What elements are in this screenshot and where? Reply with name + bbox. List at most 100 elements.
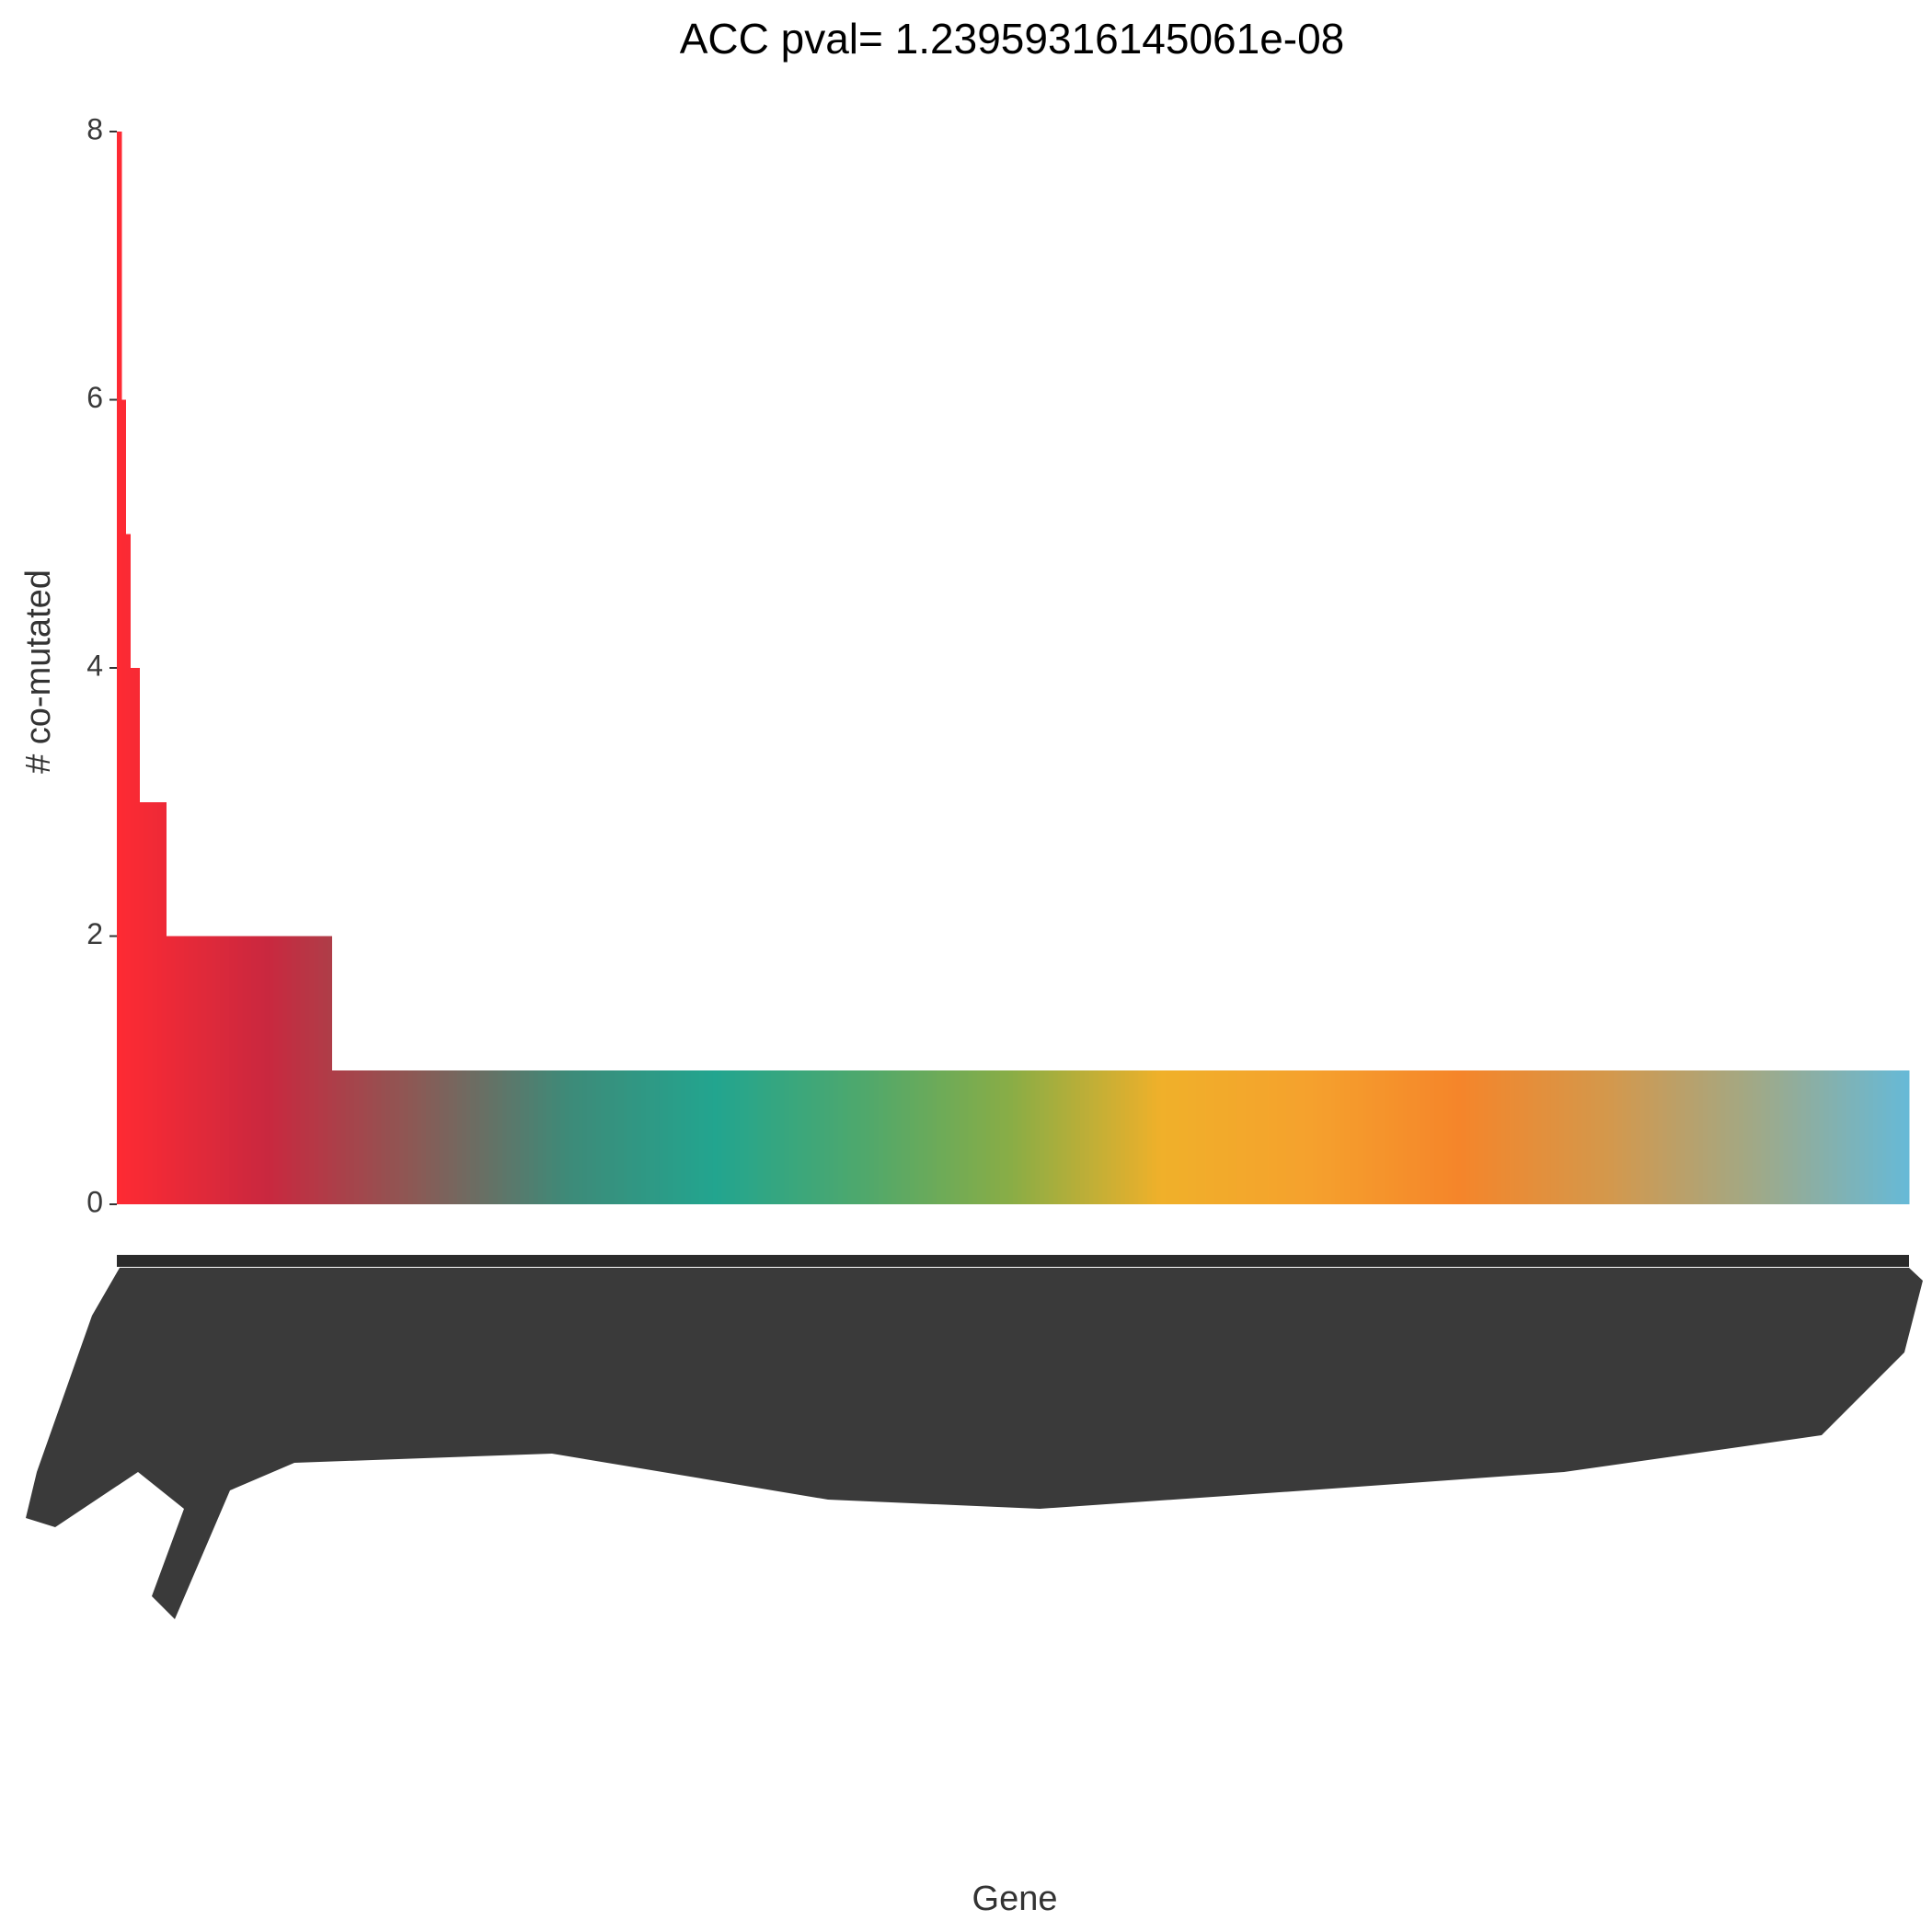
bar bbox=[179, 936, 185, 1204]
bar bbox=[690, 1070, 696, 1204]
bar bbox=[703, 1070, 709, 1204]
bar bbox=[1438, 1070, 1443, 1204]
bar bbox=[999, 1070, 1005, 1204]
bar bbox=[1837, 1070, 1843, 1204]
bar bbox=[1052, 1070, 1059, 1204]
bar bbox=[1774, 1070, 1780, 1204]
bar bbox=[779, 1070, 786, 1204]
bar bbox=[1013, 1070, 1018, 1204]
bar bbox=[1564, 1070, 1570, 1204]
bar bbox=[798, 1070, 803, 1204]
bar bbox=[874, 1070, 880, 1204]
bar bbox=[309, 936, 315, 1204]
bar bbox=[600, 1070, 606, 1204]
bar bbox=[1631, 1070, 1637, 1204]
bar bbox=[1187, 1070, 1193, 1204]
bar bbox=[1488, 1070, 1493, 1204]
bar bbox=[188, 936, 194, 1204]
bar bbox=[1357, 1070, 1363, 1204]
bar bbox=[1169, 1070, 1175, 1204]
bar bbox=[134, 668, 140, 1204]
bar bbox=[1057, 1070, 1063, 1204]
bar bbox=[623, 1070, 628, 1204]
bar bbox=[1461, 1070, 1466, 1204]
bar bbox=[331, 1070, 338, 1204]
bar bbox=[1205, 1070, 1211, 1204]
bar bbox=[489, 1070, 494, 1204]
bar bbox=[1895, 1070, 1901, 1204]
bar bbox=[914, 1070, 920, 1204]
bar bbox=[314, 936, 319, 1204]
bar bbox=[771, 1070, 776, 1204]
bar bbox=[1783, 1070, 1788, 1204]
bar bbox=[1797, 1070, 1802, 1204]
bar bbox=[1021, 1070, 1028, 1204]
bar bbox=[937, 1070, 942, 1204]
bar bbox=[842, 1070, 848, 1204]
bar bbox=[1151, 1070, 1157, 1204]
bar bbox=[421, 1070, 427, 1204]
bar bbox=[1765, 1070, 1771, 1204]
bar bbox=[1353, 1070, 1359, 1204]
bar bbox=[1747, 1070, 1753, 1204]
bar bbox=[784, 1070, 789, 1204]
bar bbox=[663, 1070, 669, 1204]
bar bbox=[1214, 1070, 1220, 1204]
bar bbox=[1088, 1070, 1095, 1204]
bar bbox=[1407, 1070, 1412, 1204]
bar bbox=[1738, 1070, 1744, 1204]
bar bbox=[417, 1070, 422, 1204]
bar bbox=[1801, 1070, 1807, 1204]
bar bbox=[497, 1070, 503, 1204]
bar bbox=[542, 1070, 547, 1204]
bar bbox=[1246, 1070, 1251, 1204]
bar bbox=[1263, 1070, 1269, 1204]
bar bbox=[1877, 1070, 1883, 1204]
bar bbox=[1004, 1070, 1009, 1204]
bar bbox=[941, 1070, 947, 1204]
bar bbox=[905, 1070, 911, 1204]
bar bbox=[1891, 1070, 1896, 1204]
bar bbox=[1577, 1070, 1582, 1204]
bar bbox=[125, 534, 132, 1204]
x-axis-title: Gene bbox=[972, 1880, 1058, 1918]
bar bbox=[1671, 1070, 1677, 1204]
bar bbox=[981, 1070, 987, 1204]
bar bbox=[1349, 1070, 1354, 1204]
bar bbox=[358, 1070, 364, 1204]
bar bbox=[806, 1070, 812, 1204]
bar bbox=[811, 1070, 817, 1204]
bar bbox=[1595, 1070, 1601, 1204]
bar bbox=[1259, 1070, 1265, 1204]
bar bbox=[1559, 1070, 1565, 1204]
bar bbox=[753, 1070, 758, 1204]
bar bbox=[1864, 1070, 1869, 1204]
bar bbox=[676, 1070, 683, 1204]
bar bbox=[323, 936, 328, 1204]
bar bbox=[963, 1070, 969, 1204]
bar bbox=[1223, 1070, 1229, 1204]
bar bbox=[439, 1070, 444, 1204]
bar bbox=[949, 1070, 956, 1204]
bar bbox=[1514, 1070, 1520, 1204]
bar bbox=[1429, 1070, 1435, 1204]
y-axis-title: # co-mutated bbox=[19, 569, 58, 774]
bar bbox=[224, 936, 230, 1204]
bar bbox=[1675, 1070, 1682, 1204]
bar bbox=[592, 1070, 597, 1204]
bar bbox=[201, 936, 207, 1204]
bar bbox=[1761, 1070, 1766, 1204]
bar bbox=[117, 132, 122, 1204]
bar bbox=[923, 1070, 928, 1204]
bar bbox=[1362, 1070, 1368, 1204]
bar bbox=[1268, 1070, 1273, 1204]
bar bbox=[977, 1070, 983, 1204]
bar bbox=[215, 936, 221, 1204]
bar bbox=[1326, 1070, 1332, 1204]
bar bbox=[1044, 1070, 1050, 1204]
bar bbox=[1107, 1070, 1112, 1204]
bar bbox=[1375, 1070, 1381, 1204]
bar bbox=[1846, 1070, 1852, 1204]
bar bbox=[869, 1070, 875, 1204]
